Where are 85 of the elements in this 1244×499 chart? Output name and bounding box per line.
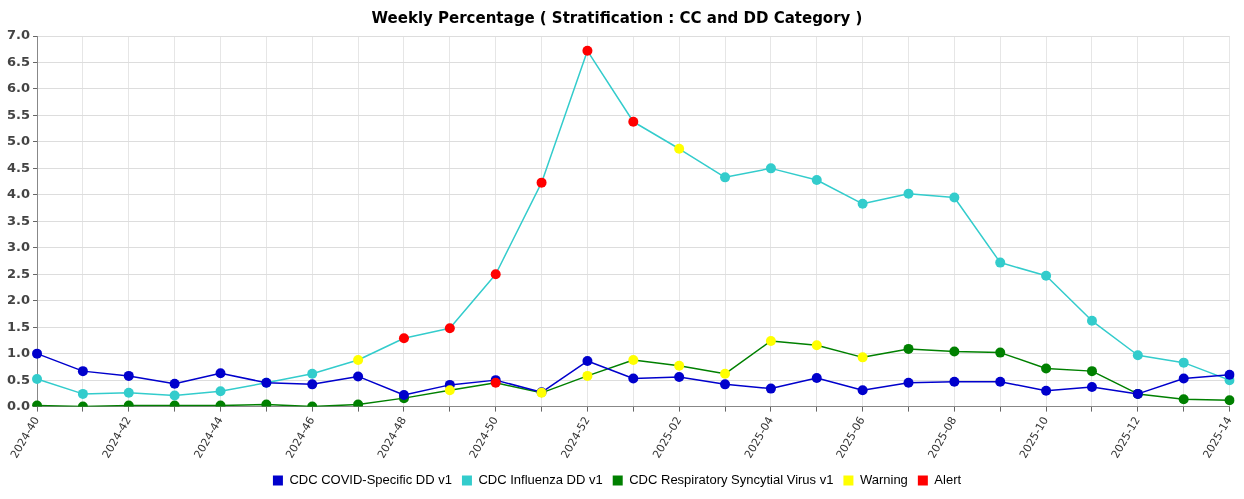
point xyxy=(32,348,43,359)
point xyxy=(353,399,364,407)
legend-label: Warning xyxy=(859,472,908,488)
point xyxy=(1178,373,1189,384)
y-tick-label: 2.0 xyxy=(7,292,31,308)
point xyxy=(307,368,318,379)
point xyxy=(1178,394,1189,405)
point xyxy=(77,366,88,377)
y-tick-label: 6.5 xyxy=(7,53,31,69)
y-tick-label: 0.0 xyxy=(7,397,31,413)
point xyxy=(857,385,868,396)
point xyxy=(857,352,868,363)
legend-label: Alert xyxy=(934,472,962,488)
y-tick-label: 3.5 xyxy=(7,212,31,228)
y-tick-label: 7.0 xyxy=(7,27,31,43)
point xyxy=(628,355,639,366)
point xyxy=(720,379,731,390)
point xyxy=(1132,350,1143,361)
y-tick-label: 2.5 xyxy=(7,265,31,281)
point xyxy=(949,346,960,357)
chart-title: Weekly Percentage ( Stratification : CC and DD Category ) xyxy=(371,8,863,27)
y-tick-label: 6.0 xyxy=(7,80,31,96)
point xyxy=(307,379,318,390)
point xyxy=(674,143,685,154)
point xyxy=(1224,369,1235,380)
point xyxy=(169,378,180,389)
point xyxy=(1041,363,1052,374)
point xyxy=(720,368,731,379)
point xyxy=(444,385,455,396)
point xyxy=(32,374,43,385)
point xyxy=(995,347,1006,358)
point xyxy=(628,116,639,127)
point xyxy=(811,340,822,351)
point xyxy=(123,387,134,398)
y-tick-label: 4.5 xyxy=(7,159,31,175)
y-tick-label: 1.0 xyxy=(7,345,31,361)
point xyxy=(949,192,960,203)
point xyxy=(582,356,593,367)
legend-label: CDC Influenza DD v1 xyxy=(478,472,603,488)
point xyxy=(77,388,88,399)
y-tick-label: 5.5 xyxy=(7,106,31,122)
point xyxy=(1178,357,1189,368)
point xyxy=(353,371,364,382)
point xyxy=(582,45,593,56)
point xyxy=(857,198,868,209)
point xyxy=(995,376,1006,387)
point xyxy=(674,360,685,371)
point xyxy=(720,172,731,183)
point xyxy=(903,343,914,354)
point xyxy=(949,376,960,387)
point xyxy=(169,390,180,401)
point xyxy=(1041,270,1052,281)
point xyxy=(811,175,822,185)
legend-label: CDC COVID-Specific DD v1 xyxy=(289,472,452,488)
point xyxy=(215,368,226,379)
point xyxy=(1041,385,1052,396)
point xyxy=(123,370,134,381)
point xyxy=(490,269,501,280)
point xyxy=(353,355,364,366)
point xyxy=(811,373,822,384)
point xyxy=(903,188,914,199)
point xyxy=(628,373,639,384)
point xyxy=(398,389,409,400)
legend-label: CDC Respiratory Syncytial Virus v1 xyxy=(629,472,834,488)
y-tick-label: 3.0 xyxy=(7,239,31,255)
point xyxy=(765,163,776,174)
point xyxy=(1086,315,1097,326)
point xyxy=(1224,395,1235,406)
point xyxy=(1086,366,1097,377)
point xyxy=(536,177,547,188)
point xyxy=(444,323,455,334)
point xyxy=(398,333,409,344)
y-tick-label: 4.0 xyxy=(7,186,31,202)
y-tick-label: 1.5 xyxy=(7,318,31,334)
point xyxy=(215,386,226,397)
point xyxy=(995,257,1006,268)
point xyxy=(765,335,776,346)
point xyxy=(903,377,914,388)
point xyxy=(674,371,685,382)
y-tick-label: 0.5 xyxy=(7,371,31,387)
y-tick-label: 5.0 xyxy=(7,133,31,149)
point xyxy=(765,383,776,394)
point xyxy=(261,399,272,407)
point xyxy=(582,370,593,381)
point xyxy=(1086,382,1097,393)
